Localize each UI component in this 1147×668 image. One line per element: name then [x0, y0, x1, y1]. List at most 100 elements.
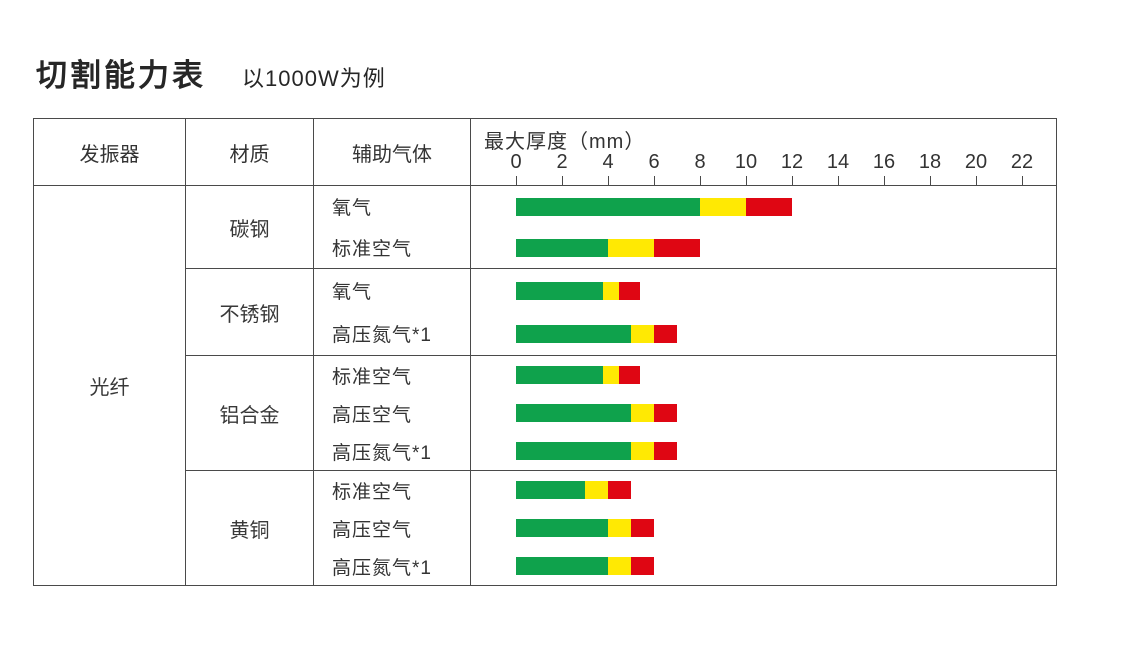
axis-tick-mark [654, 176, 655, 185]
axis-tick-mark [516, 176, 517, 185]
axis-tick-mark [746, 176, 747, 185]
gas-cell: 氧气 标准空气 [314, 186, 471, 269]
capability-bar [516, 324, 677, 343]
capability-bar [516, 238, 700, 257]
header-oscillator: 发振器 [34, 119, 186, 186]
axis-tick-mark [608, 176, 609, 185]
bar-segment-yellow [631, 404, 654, 422]
capability-bar [516, 404, 677, 422]
gas-label: 高压氮气*1 [332, 325, 432, 346]
cutting-capability-table: 发振器 材质 辅助气体 最大厚度（mm） 0 2 4 6 8 10 12 14 16 18 20 22… [33, 118, 1057, 586]
capability-bar [516, 557, 654, 575]
chart-line [471, 269, 1056, 312]
chart-cell [471, 186, 1056, 269]
gas-cell: 标准空气高压空气高压氮气*1 [314, 356, 471, 471]
axis-tick-label: 18 [918, 151, 942, 173]
axis-title: 最大厚度（mm） [484, 131, 646, 153]
capability-bar [516, 442, 677, 460]
chart-cell [471, 269, 1056, 356]
bar-segment-green [516, 281, 604, 300]
axis-tick-label: 14 [826, 151, 850, 173]
bar-segment-green [516, 519, 608, 537]
axis-tick-mark [700, 176, 701, 185]
axis-tick-label: 2 [556, 151, 568, 173]
bar-segment-green [516, 197, 700, 216]
bar-segment-yellow [608, 557, 631, 575]
gas-label: 高压氮气*1 [332, 557, 432, 579]
header-material: 材质 [186, 119, 314, 186]
page-title: 切割能力表 [36, 58, 206, 93]
bar-segment-red [654, 442, 677, 460]
capability-bar [516, 366, 641, 384]
bar-segment-red [608, 481, 631, 499]
axis-tick-mark [562, 176, 563, 185]
axis-tick-label: 16 [872, 151, 896, 173]
bar-segment-yellow [603, 366, 620, 384]
bar-segment-green [516, 404, 631, 422]
axis-tick-mark [976, 176, 977, 185]
header-gas: 辅助气体 [314, 119, 471, 186]
bar-segment-green [516, 324, 631, 343]
material-cell: 铝合金 [186, 356, 314, 471]
bar-segment-yellow [631, 442, 654, 460]
axis-tick-label: 22 [1010, 151, 1034, 173]
chart-line [471, 227, 1056, 268]
capability-bar [516, 197, 792, 216]
chart-line [471, 356, 1056, 394]
axis-tick-label: 20 [964, 151, 988, 173]
bar-segment-yellow [608, 238, 654, 257]
bar-segment-green [516, 366, 604, 384]
bar-segment-yellow [603, 281, 620, 300]
capability-bar [516, 481, 631, 499]
gas-label: 标准空气 [332, 239, 413, 260]
axis-tick-mark [884, 176, 885, 185]
bar-segment-red [654, 238, 700, 257]
bar-segment-green [516, 442, 631, 460]
bar-segment-green [516, 238, 608, 257]
gas-label: 氧气 [332, 282, 373, 303]
capability-bar [516, 519, 654, 537]
bar-segment-red [631, 519, 654, 537]
chart-cell [471, 471, 1056, 585]
header-axis: 最大厚度（mm） 0 2 4 6 8 10 12 14 16 18 20 22 [471, 119, 1056, 186]
chart-line [471, 312, 1056, 355]
material-cell: 黄铜 [186, 471, 314, 585]
gas-label: 标准空气 [332, 481, 413, 503]
gas-cell: 氧气高压氮气*1 [314, 269, 471, 356]
gas-label: 标准空气 [332, 366, 413, 388]
bar-segment-red [619, 366, 641, 384]
bar-segment-red [631, 557, 654, 575]
gas-label: 高压空气 [332, 519, 413, 541]
bar-segment-green [516, 481, 585, 499]
gas-cell: 标准空气高压空气高压氮气*1 [314, 471, 471, 585]
bar-segment-yellow [700, 197, 746, 216]
chart-line [471, 509, 1056, 547]
capability-bar [516, 281, 641, 300]
material-cell: 不锈钢 [186, 269, 314, 356]
axis-tick-label: 12 [780, 151, 804, 173]
axis-tick-mark [1022, 176, 1023, 185]
axis-tick-mark [930, 176, 931, 185]
chart-line [471, 394, 1056, 432]
oscillator-value: 光纤 [34, 186, 186, 585]
chart-line [471, 471, 1056, 509]
axis-tick-mark [838, 176, 839, 185]
bar-segment-yellow [608, 519, 631, 537]
bar-segment-yellow [585, 481, 608, 499]
bar-segment-green [516, 557, 608, 575]
page-subtitle: 以1000W为例 [242, 66, 386, 91]
axis-tick-mark [792, 176, 793, 185]
material-cell: 碳钢 [186, 186, 314, 269]
gas-label: 高压氮气*1 [332, 442, 432, 464]
bar-segment-red [619, 281, 641, 300]
axis-tick-label: 6 [648, 151, 660, 173]
chart-line [471, 432, 1056, 470]
bar-segment-red [746, 197, 792, 216]
chart-line [471, 186, 1056, 227]
bar-segment-red [654, 324, 677, 343]
gas-label: 高压空气 [332, 404, 413, 426]
gas-label: 氧气 [332, 198, 373, 219]
chart-cell [471, 356, 1056, 471]
bar-segment-red [654, 404, 677, 422]
axis-tick-label: 4 [602, 151, 614, 173]
